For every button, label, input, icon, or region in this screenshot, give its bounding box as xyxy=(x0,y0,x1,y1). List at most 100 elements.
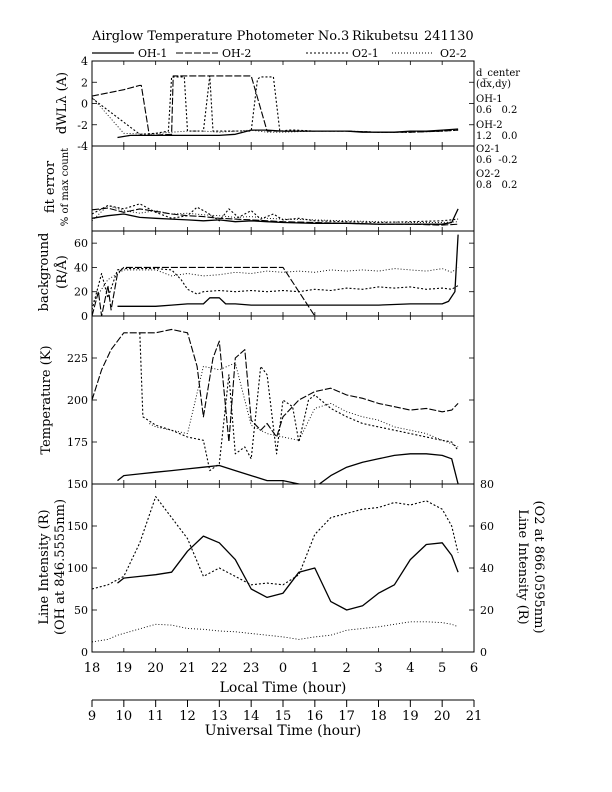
local-tick-label: 4 xyxy=(406,661,414,676)
background-ylabel: background xyxy=(37,233,52,312)
temperature-ytick-label: 200 xyxy=(67,394,88,407)
fit_error-series-o22 xyxy=(92,205,459,223)
ut-tick-label: 11 xyxy=(147,709,164,724)
dwl-ytick-label: 4 xyxy=(81,55,88,68)
background-series-o22 xyxy=(92,267,459,305)
side-note-values-o21: 0.6 -0.2 xyxy=(476,155,518,166)
side-note-name-o22: O2-2 xyxy=(476,169,500,180)
temperature-series-oh2 xyxy=(92,328,459,443)
ut-tick-label: 13 xyxy=(211,709,228,724)
intensity-y2label: Line Intensity (R) xyxy=(515,509,530,624)
intensity-y2tick-label: 60 xyxy=(480,520,494,533)
dwl-ytick-label: -4 xyxy=(77,140,88,153)
local-tick-label: 5 xyxy=(438,661,446,676)
ut-tick-label: 12 xyxy=(179,709,196,724)
local-tick-label: 22 xyxy=(211,661,228,676)
fit_error-series-oh2 xyxy=(92,207,459,226)
background-ytick-label: 40 xyxy=(74,261,88,274)
intensity-ylabel: Line Intensity (R) xyxy=(37,509,52,624)
panel-temperature: 150 175 200 225 xyxy=(67,315,475,491)
temperature-series-o22 xyxy=(149,362,459,448)
ut-tick-label: 16 xyxy=(307,709,324,724)
ut-tick-label: 18 xyxy=(370,709,387,724)
local-tick-label: 6 xyxy=(470,661,478,676)
intensity-ylabel-2: (OH at 846.5555nm) xyxy=(53,499,68,635)
side-note-name-oh2: OH-2 xyxy=(476,120,503,131)
intensity-ytick-label: 100 xyxy=(67,562,88,575)
local-tick-label: 3 xyxy=(374,661,382,676)
side-note-name-o21: O2-1 xyxy=(476,144,500,155)
temperature-series-oh1 xyxy=(117,453,459,484)
side-note-values-oh1: 0.6 0.2 xyxy=(476,105,517,116)
local-time-label: Local Time (hour) xyxy=(220,680,347,696)
local-tick-label: 2 xyxy=(343,661,351,676)
local-tick-label: 23 xyxy=(243,661,260,676)
panel-background: 0 20 40 60 xyxy=(74,230,475,323)
station-name: Rikubetsu xyxy=(352,29,418,44)
ut-tick-label: 9 xyxy=(88,709,96,724)
ut-tick-label: 15 xyxy=(275,709,292,724)
ut-tick-label: 21 xyxy=(466,709,483,724)
universal-time-axis: 9 10 11 12 13 14 15 16 17 18 19 20 21 xyxy=(88,699,483,724)
fit_error-series-o21 xyxy=(92,203,459,224)
dwl-ytick-label: 2 xyxy=(81,76,88,89)
side-note-values-o22: 0.8 0.2 xyxy=(476,180,517,191)
side-note-values-oh2: 1.2 0.0 xyxy=(476,131,517,142)
fit_error-series-group xyxy=(92,203,459,226)
fit_error-series-oh1 xyxy=(92,208,459,225)
intensity-series-o21 xyxy=(92,496,459,590)
temperature-ytick-label: 175 xyxy=(67,436,88,449)
ut-tick-label: 20 xyxy=(434,709,451,724)
dwl-ylabel: dWLλ (A) xyxy=(55,72,70,134)
dwl-ytick-label: 0 xyxy=(81,98,88,111)
temperature-frame xyxy=(91,315,475,485)
side-note-subheading: (dx,dy) xyxy=(476,79,511,90)
local-tick-label: 0 xyxy=(279,661,287,676)
temperature-ytick-label: 225 xyxy=(67,352,88,365)
local-time-axis: 18 19 20 21 22 23 0 1 2 3 4 5 6 xyxy=(84,661,478,676)
background-series-oh1 xyxy=(117,234,459,307)
intensity-frame xyxy=(91,483,475,653)
intensity-ytick-label: 150 xyxy=(67,520,88,533)
fit-error-ylabel-2: % of max count xyxy=(60,148,71,226)
legend-label-oh2: OH-2 xyxy=(222,47,251,60)
local-tick-label: 1 xyxy=(311,661,319,676)
side-note: d_center (dx,dy) OH-1 0.6 0.2 OH-2 1.2 0… xyxy=(476,68,520,191)
temperature-series-group xyxy=(92,328,459,484)
local-tick-label: 19 xyxy=(116,661,133,676)
local-tick-label: 21 xyxy=(179,661,196,676)
temperature-ylabel: Temperature (K) xyxy=(39,345,54,454)
panels: -4-2024020406015017520022505010015002040… xyxy=(67,55,494,659)
background-ytick-label: 0 xyxy=(81,310,88,323)
dwl-series-o21 xyxy=(92,75,459,135)
dwl-series-oh2 xyxy=(92,75,459,136)
ut-tick-label: 17 xyxy=(338,709,355,724)
intensity-y2tick-label: 40 xyxy=(480,562,494,575)
background-ylabel-2: (R/Å) xyxy=(54,255,70,289)
intensity-ytick-label: 0 xyxy=(81,646,88,659)
legend-item-o21: O2-1 xyxy=(306,47,379,60)
ut-tick-label: 10 xyxy=(116,709,133,724)
intensity-series-oh1 xyxy=(117,535,459,611)
panel-intensity: 0 50 100 150 0 20 40 60 80 xyxy=(67,478,494,659)
temperature-ytick-label: 150 xyxy=(67,478,88,491)
local-tick-label: 20 xyxy=(147,661,164,676)
local-tick-label: 18 xyxy=(84,661,101,676)
background-ytick-label: 60 xyxy=(74,237,88,250)
intensity-series-group xyxy=(92,496,459,643)
legend: OH-1 OH-2 O2-1 O2-2 xyxy=(92,47,467,60)
side-note-heading: d_center xyxy=(476,68,520,79)
legend-item-oh2: OH-2 xyxy=(176,47,251,60)
intensity-ytick-label: 50 xyxy=(74,604,88,617)
background-ytick-label: 20 xyxy=(74,286,88,299)
dwl-series-group xyxy=(92,75,459,139)
ut-tick-label: 14 xyxy=(243,709,260,724)
figure-title: Airglow Temperature Photometer No.3 xyxy=(91,29,349,44)
panel-fit_error xyxy=(91,145,475,232)
side-note-name-oh1: OH-1 xyxy=(476,94,503,105)
background-series-o21 xyxy=(92,268,459,311)
panel-labels: dWLλ (A) fit error % of max count backgr… xyxy=(37,72,546,635)
background-series-oh2 xyxy=(92,266,459,316)
intensity-y2tick-label: 20 xyxy=(480,604,494,617)
